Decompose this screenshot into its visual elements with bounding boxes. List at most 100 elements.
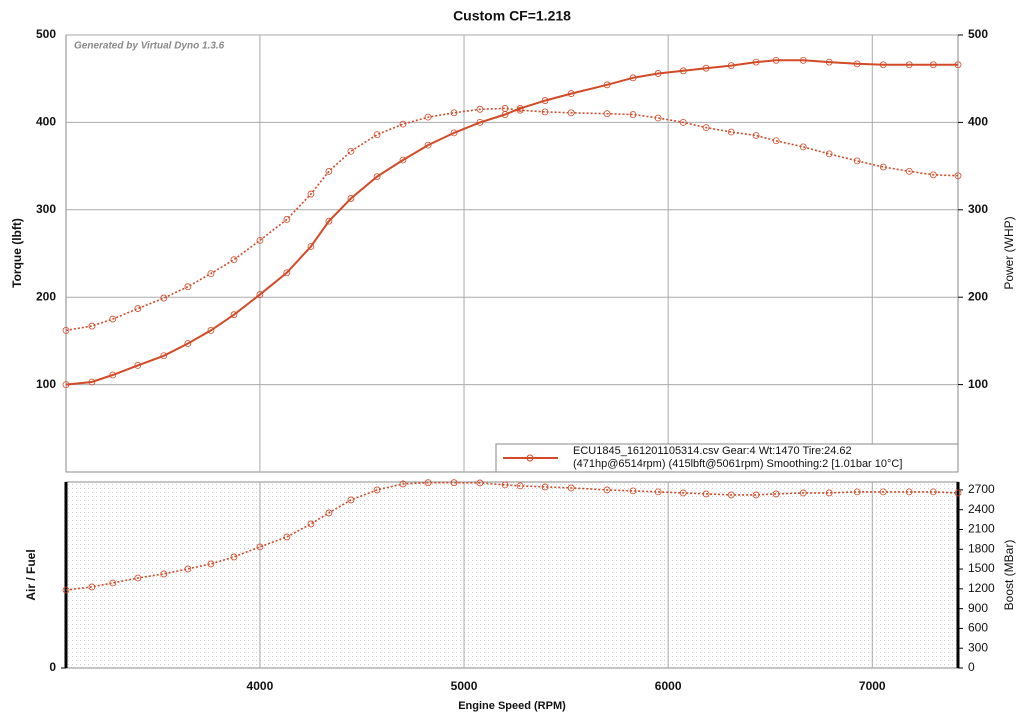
data-point	[727, 491, 735, 499]
data-point	[567, 484, 575, 492]
data-point	[799, 143, 807, 151]
data-point	[307, 520, 315, 528]
data-point	[603, 110, 611, 118]
data-point	[230, 311, 238, 319]
data-point	[905, 167, 913, 175]
data-point	[307, 243, 315, 250]
y-tick-label: 500	[36, 27, 56, 41]
y2-tick-label: 1800	[968, 541, 995, 555]
data-point	[325, 167, 333, 175]
y-axis-label: Torque (lbft)	[10, 218, 24, 288]
data-point	[230, 553, 238, 561]
data-point	[905, 488, 913, 496]
x-axis-label: Engine Speed (RPM)	[458, 700, 566, 712]
y-tick-label: 300	[36, 202, 56, 216]
data-point	[516, 105, 524, 112]
data-point	[516, 106, 524, 114]
data-point	[679, 119, 687, 126]
data-point	[752, 132, 760, 139]
data-point	[347, 496, 355, 504]
data-point	[501, 105, 509, 112]
data-point	[347, 147, 355, 155]
data-point	[853, 60, 861, 68]
data-point	[399, 156, 407, 164]
series-line	[65, 59, 958, 386]
data-point	[62, 586, 70, 594]
data-point	[373, 173, 381, 180]
data-point	[207, 560, 215, 568]
data-point	[325, 509, 333, 517]
y-axis-label: Air / Fuel	[24, 549, 38, 600]
data-point	[62, 327, 70, 334]
data-point	[772, 56, 780, 64]
data-point	[283, 533, 291, 541]
y2-tick-label: 2400	[968, 502, 995, 516]
data-point	[207, 327, 215, 334]
data-point	[879, 488, 887, 496]
data-point	[424, 141, 432, 149]
data-point	[541, 97, 549, 104]
data-point	[954, 172, 962, 180]
data-point	[629, 111, 637, 118]
data-point	[399, 120, 407, 128]
data-point	[629, 487, 637, 495]
data-point	[603, 81, 611, 89]
x-tick-label: 6000	[655, 679, 682, 693]
data-point	[184, 565, 192, 573]
data-point	[679, 67, 687, 75]
data-point	[88, 378, 96, 386]
data-point	[230, 256, 238, 264]
y2-tick-label: 600	[968, 621, 988, 635]
data-point	[879, 163, 887, 171]
data-point	[772, 137, 780, 145]
data-point	[283, 269, 291, 277]
data-point	[450, 479, 458, 487]
panel-background	[66, 482, 958, 668]
data-point	[853, 488, 861, 496]
annotation: Generated by Virtual Dyno 1.3.6	[74, 41, 225, 52]
legend-box	[495, 443, 959, 473]
y2-tick-label: 0	[968, 660, 975, 674]
data-point	[160, 352, 168, 360]
data-point	[450, 109, 458, 117]
data-point	[88, 322, 96, 330]
data-point	[109, 315, 117, 323]
data-point	[702, 490, 710, 498]
data-point	[727, 62, 735, 69]
data-point	[825, 489, 833, 497]
y2-tick-label: 2700	[968, 482, 995, 496]
data-point	[450, 129, 458, 137]
data-point	[347, 195, 355, 202]
y2-tick-label: 300	[968, 202, 988, 216]
data-point	[603, 486, 611, 494]
data-point	[654, 114, 662, 122]
data-point	[541, 483, 549, 491]
y2-axis-label: Power (WHP)	[1002, 216, 1016, 289]
data-point	[929, 171, 937, 179]
data-point	[62, 381, 70, 389]
data-point	[109, 371, 117, 379]
legend-swatch	[526, 454, 534, 462]
data-point	[256, 236, 264, 244]
data-point	[905, 61, 913, 69]
data-point	[929, 61, 937, 69]
data-point	[702, 124, 710, 132]
data-point	[476, 105, 484, 113]
data-point	[853, 157, 861, 165]
data-point	[799, 56, 807, 64]
y-tick-label: 100	[36, 377, 56, 391]
data-point	[654, 488, 662, 496]
data-point	[516, 482, 524, 490]
data-point	[307, 190, 315, 198]
data-point	[929, 488, 937, 496]
data-point	[88, 583, 96, 591]
data-point	[207, 270, 215, 278]
data-point	[727, 128, 735, 136]
data-point	[954, 61, 962, 69]
data-point	[373, 131, 381, 139]
data-point	[772, 490, 780, 498]
data-point	[567, 90, 575, 97]
y-tick-label: 400	[36, 115, 56, 129]
data-point	[879, 61, 887, 69]
